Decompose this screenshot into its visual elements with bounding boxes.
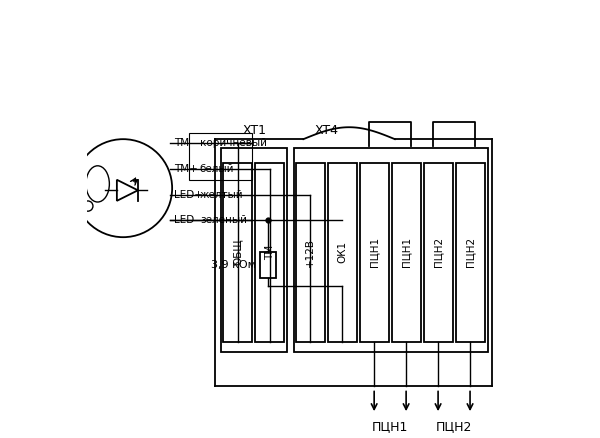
Text: ТМ+: ТМ+ xyxy=(174,164,198,174)
Text: ПЦН2: ПЦН2 xyxy=(465,237,475,267)
Text: коричневый: коричневый xyxy=(200,138,267,148)
Text: XT1: XT1 xyxy=(242,124,266,137)
Text: белый: белый xyxy=(200,164,235,174)
Bar xyxy=(221,148,287,352)
Text: ПЦН1: ПЦН1 xyxy=(401,237,411,267)
Text: 3,9 кОм: 3,9 кОм xyxy=(211,260,256,270)
Text: ОК1: ОК1 xyxy=(337,241,347,263)
Bar xyxy=(424,162,452,342)
Bar xyxy=(328,162,356,342)
Bar xyxy=(255,162,284,342)
Text: ОБЩ: ОБЩ xyxy=(233,239,243,265)
Bar xyxy=(223,162,252,342)
Bar xyxy=(260,252,276,278)
Bar xyxy=(293,148,488,352)
Bar xyxy=(296,162,325,342)
Text: ПЦН2: ПЦН2 xyxy=(433,237,443,267)
Text: XT4: XT4 xyxy=(314,124,338,137)
Bar xyxy=(189,133,252,180)
Text: желтый: желтый xyxy=(200,190,244,200)
Text: зеленый: зеленый xyxy=(200,215,247,225)
Text: ПЦН1: ПЦН1 xyxy=(372,420,409,434)
Text: ПЦН2: ПЦН2 xyxy=(436,420,472,434)
Text: ТМ: ТМ xyxy=(265,244,275,260)
Text: ПЦН1: ПЦН1 xyxy=(369,237,379,267)
Text: LED+: LED+ xyxy=(174,190,203,200)
Circle shape xyxy=(74,139,172,237)
Text: LED-: LED- xyxy=(174,215,198,225)
Bar xyxy=(392,162,421,342)
Bar xyxy=(455,162,485,342)
Text: ТМ-: ТМ- xyxy=(174,138,193,148)
Text: +12В: +12В xyxy=(305,237,315,267)
Bar xyxy=(359,162,389,342)
